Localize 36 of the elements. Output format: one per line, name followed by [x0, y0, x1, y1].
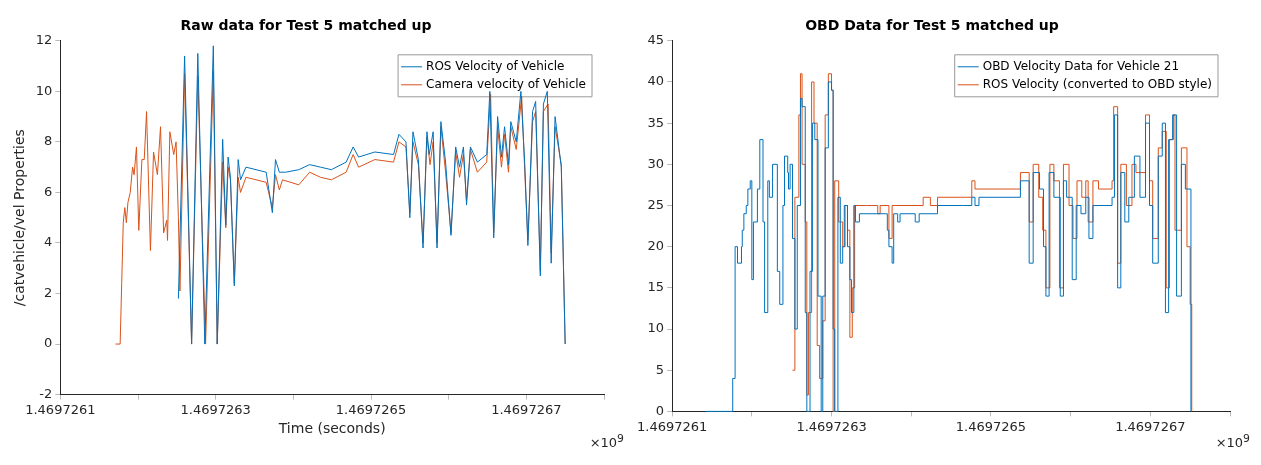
- y-tick-label: 8: [44, 133, 53, 149]
- y-tick-label: 10: [35, 82, 53, 98]
- y-tick-label: 2: [44, 284, 53, 300]
- x-tick-label: 1.4697261: [636, 418, 708, 434]
- legend-label: OBD Velocity Data for Vehicle 21: [982, 58, 1180, 73]
- legend-label: ROS Velocity (converted to OBD style): [982, 76, 1213, 91]
- y-tick-label: 12: [35, 32, 53, 48]
- y-tick-label: 35: [647, 114, 665, 130]
- y-tick-label: 25: [647, 196, 665, 212]
- chart-title: OBD Data for Test 5 matched up: [805, 17, 1059, 34]
- y-tick-label: 5: [655, 361, 665, 377]
- x-tick-label: 1.4697261: [25, 401, 96, 417]
- x-tick-label: 1.4697265: [955, 418, 1027, 434]
- y-tick-label: 30: [647, 155, 665, 171]
- x-tick-label: 1.4697267: [491, 401, 562, 417]
- y-tick-label: 10: [647, 320, 665, 336]
- y-tick-label: 20: [647, 238, 665, 254]
- y-tick-label: -2: [39, 385, 53, 401]
- x-tick-label: 1.4697263: [180, 401, 251, 417]
- y-tick-label: 15: [647, 279, 665, 295]
- x-tick-label: 1.4697265: [335, 401, 407, 417]
- y-tick-label: 40: [647, 73, 665, 89]
- y-tick-label: 6: [44, 183, 53, 199]
- y-tick-label: 45: [647, 32, 665, 48]
- x-axis-title: Time (seconds): [277, 420, 386, 437]
- text: ×10$^{9}$: [589, 432, 624, 451]
- x-tick-label: 1.4697267: [1115, 418, 1186, 434]
- legend-label: Camera velocity of Vehicle: [426, 76, 587, 91]
- y-axis-title: /catvehicle/vel Properties: [11, 129, 28, 307]
- y-tick-label: 0: [655, 402, 665, 418]
- chart-title: Raw data for Test 5 matched up: [180, 17, 432, 34]
- legend-label: ROS Velocity of Vehicle: [426, 58, 565, 73]
- y-tick-label: 0: [44, 335, 53, 351]
- text: ×10$^{9}$: [1215, 432, 1250, 451]
- y-tick-label: 4: [44, 234, 53, 250]
- x-tick-label: 1.4697263: [796, 418, 867, 434]
